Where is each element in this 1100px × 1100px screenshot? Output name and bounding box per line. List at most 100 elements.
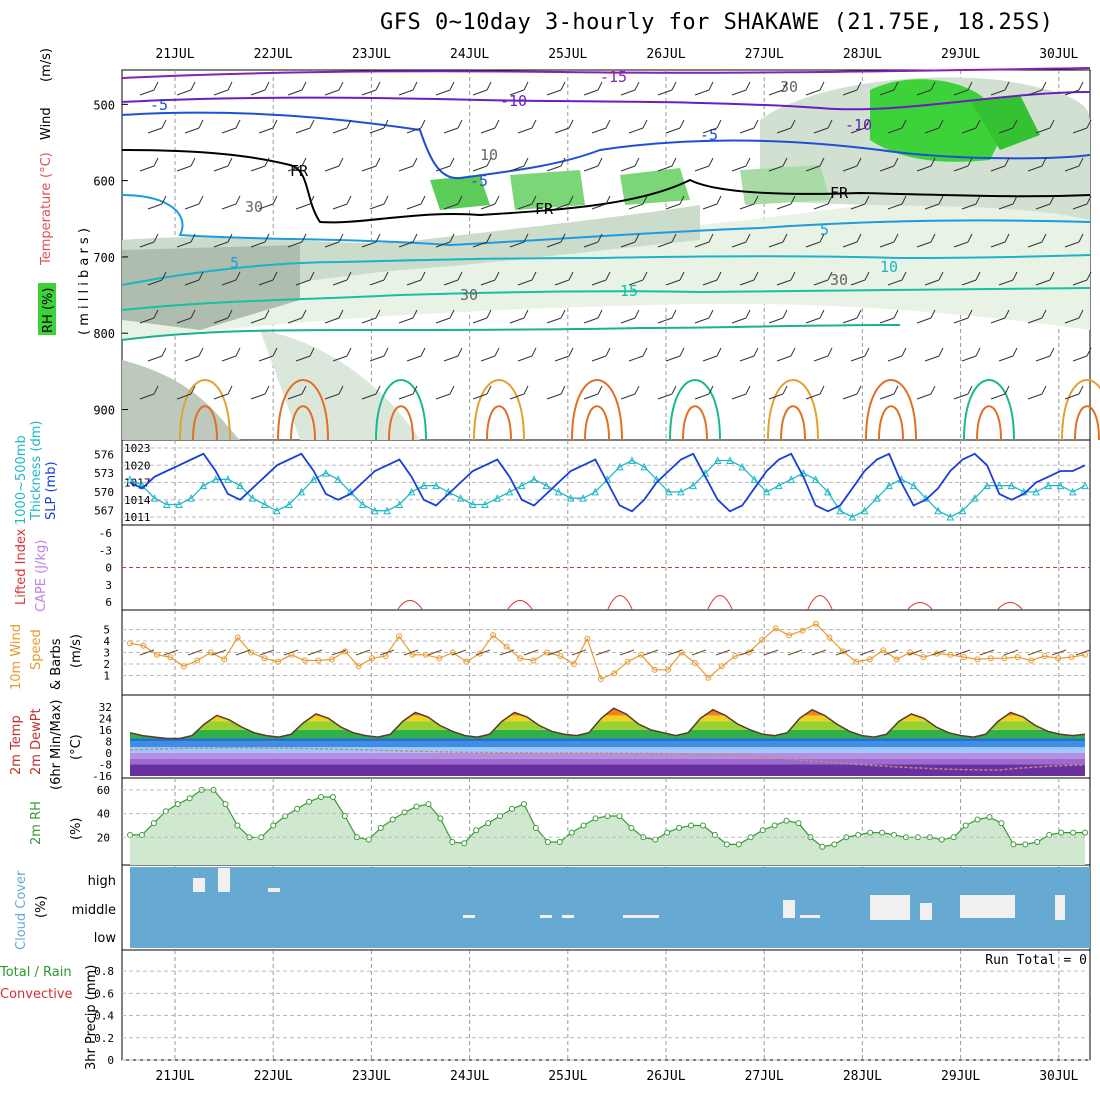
cloud-bar-9: [463, 915, 475, 918]
wind-barb: [258, 203, 274, 210]
wind-barb: [657, 89, 673, 96]
lowlevel-inner-contour-8: [976, 405, 1002, 441]
wind-barb-flag: [938, 195, 944, 205]
slp-tick-1020: 1020: [124, 459, 151, 472]
rh-point: [688, 822, 695, 829]
temp-ylabel-units: (°C): [69, 734, 84, 760]
wind-barb-flag: [272, 119, 278, 129]
lowlevel-inner-contour-4: [584, 405, 610, 441]
wind-barb-flag: [383, 119, 389, 129]
wind-barb: [250, 241, 266, 248]
wind-barb-flag: [531, 271, 537, 281]
wind-barb-10m: [571, 649, 587, 656]
wind-barb: [990, 241, 1006, 248]
wind-barb-flag: [412, 157, 418, 167]
wind-barb-flag: [605, 271, 611, 281]
wind-speed-point: [436, 655, 443, 662]
wind-barb: [739, 279, 755, 286]
wind-barb: [961, 203, 977, 210]
wind-tick-4: 4: [103, 635, 110, 648]
wind-barb: [546, 393, 562, 400]
wind-barb: [147, 355, 163, 362]
wind-barb-flag: [716, 347, 722, 357]
wind-barb: [990, 89, 1006, 96]
wind-speed-point: [866, 656, 873, 663]
wind-barb-flag: [486, 385, 492, 395]
date-top-24JUL: 24JUL: [450, 47, 489, 62]
wind-barb: [628, 355, 644, 362]
contour-20: [121, 324, 901, 341]
pressure-tick-500: 500: [93, 98, 115, 112]
temp-band-7: [130, 721, 1085, 730]
wind-barb-10m: [859, 649, 875, 656]
rh-green-3: [430, 175, 490, 210]
wind-barb-flag: [1078, 81, 1084, 91]
thickness-point: [640, 462, 649, 471]
rh-point: [1022, 841, 1029, 848]
thickness-point: [983, 481, 991, 490]
wind-barb: [287, 393, 303, 400]
wind-barb-flag: [597, 157, 603, 167]
temp-tick-8: 8: [105, 735, 112, 748]
wind-speed-point: [463, 658, 470, 665]
wind-barb: [324, 165, 340, 172]
cloud-bar-10: [540, 915, 552, 918]
pressure-tick-900: 900: [93, 403, 115, 417]
contour-5: [121, 194, 1091, 247]
wind-barb-flag: [412, 385, 418, 395]
rh-point: [1070, 829, 1077, 836]
lowlevel-inner-contour-2: [388, 405, 414, 441]
wind-barb: [250, 89, 266, 96]
wind-speed-point: [893, 656, 900, 663]
wind-barb-flag: [227, 157, 233, 167]
li-tick-0: 0: [105, 562, 112, 575]
wind-barb-10m: [883, 649, 899, 656]
wind-barb: [842, 393, 858, 400]
rh-ylabel: 2m RH: [29, 801, 44, 845]
rh-point: [461, 840, 468, 847]
wind-barb: [665, 127, 681, 134]
wind-speed-point: [880, 647, 887, 654]
wind-barb: [1035, 127, 1051, 134]
wind-barb-flag: [782, 81, 788, 91]
wind-barb-flag: [412, 233, 418, 243]
wind-barb-flag: [671, 157, 677, 167]
wind-barb-10m: [283, 649, 299, 656]
wind-barb: [953, 393, 969, 400]
thickness-point: [358, 500, 367, 508]
wind-barb: [546, 165, 562, 172]
wind-barb: [657, 241, 673, 248]
slp-ylabel-left: 1000~500mb: [14, 435, 29, 525]
wind-barb: [694, 317, 710, 324]
wind-barb-flag: [671, 233, 677, 243]
wind-barb: [221, 127, 237, 134]
rh-point: [1046, 831, 1053, 838]
wind-speed-point: [396, 633, 403, 640]
wind-barb: [398, 393, 414, 400]
temp-band-2: [130, 752, 1085, 759]
wind-barb: [998, 279, 1014, 286]
wind-barb: [361, 317, 377, 324]
thickness-point: [836, 506, 844, 515]
wind-barb-flag: [153, 81, 159, 91]
wind-barb-flag: [301, 309, 307, 319]
wind-barb-flag: [753, 271, 759, 281]
wind-speed-point: [759, 636, 766, 643]
wind-barb-flag: [383, 347, 389, 357]
wind-barb: [176, 165, 192, 172]
wind-barb: [213, 241, 229, 248]
wind-barb: [657, 165, 673, 172]
wind-barb-flag: [1049, 195, 1055, 205]
rh-point: [282, 812, 289, 819]
wind-barb-flag: [1012, 195, 1018, 205]
date-top-25JUL: 25JUL: [548, 47, 587, 62]
wind-barb: [1072, 127, 1088, 134]
wind-barb-10m: [379, 649, 395, 656]
wind-barb-10m: [787, 649, 803, 656]
wind-barb: [850, 127, 866, 134]
lowlevel-contour-3: [473, 379, 525, 441]
wind-speed-point: [624, 658, 631, 665]
date-bottom-21JUL: 21JUL: [155, 1069, 194, 1084]
wind-barb-flag: [190, 385, 196, 395]
wind-barb: [287, 89, 303, 96]
